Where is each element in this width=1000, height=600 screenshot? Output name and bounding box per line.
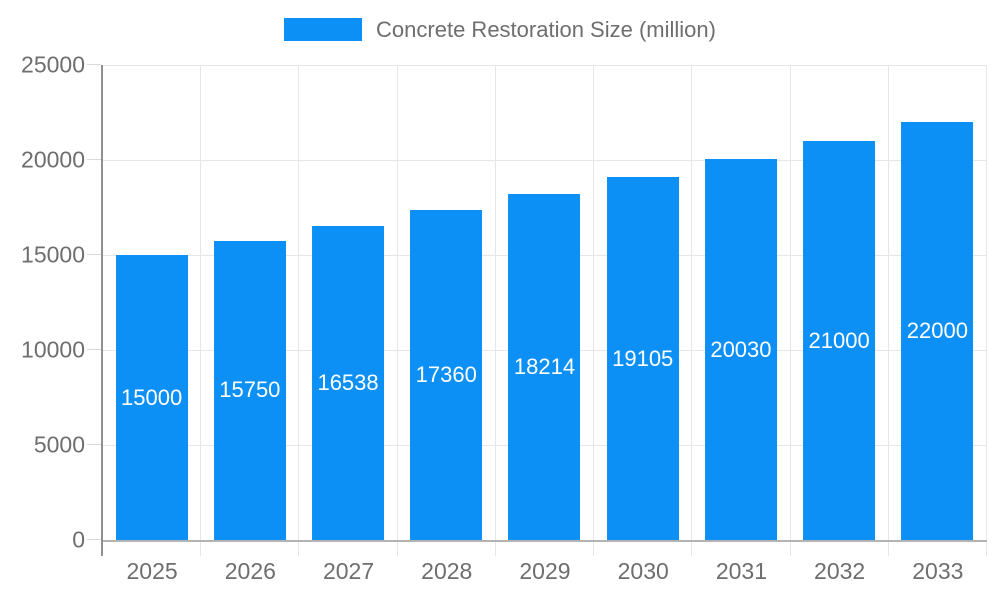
x-tick-label: 2033 <box>912 558 964 584</box>
x-tick-mark <box>496 542 595 556</box>
legend[interactable]: Concrete Restoration Size (million) <box>0 18 1000 41</box>
bar-value-label: 18214 <box>513 353 576 379</box>
y-tick-label: 10000 <box>21 336 85 363</box>
x-axis-ticks <box>103 542 987 556</box>
bar-value-label: 15750 <box>219 377 281 403</box>
x-tick-mark <box>201 542 300 556</box>
gridline <box>103 160 987 161</box>
legend-swatch[interactable] <box>284 18 363 41</box>
y-tick-mark <box>87 159 101 160</box>
x-tick-mark <box>299 542 398 556</box>
bar-value-label: 22000 <box>906 318 968 343</box>
category-band: 17360 <box>398 65 496 540</box>
legend-label[interactable]: Concrete Restoration Size (million) <box>376 16 716 42</box>
y-tick-mark <box>87 349 101 350</box>
x-tick-mark <box>692 542 791 556</box>
bar: 19105 <box>606 177 679 540</box>
bar: 15000 <box>115 255 188 540</box>
x-tick-label: 2031 <box>715 558 767 584</box>
category-band: 22000 <box>889 65 987 540</box>
x-tick-mark <box>103 542 202 556</box>
x-tick-mark <box>791 542 889 556</box>
bar: 15750 <box>213 240 286 540</box>
y-axis-labels: 0 5000 10000 15000 20000 25000 <box>0 53 85 551</box>
bar: 22000 <box>901 122 974 540</box>
x-tick-label: 2030 <box>617 558 669 584</box>
y-tick-label: 20000 <box>21 146 85 173</box>
x-tick-mark <box>398 542 496 556</box>
bar: 18214 <box>508 193 581 540</box>
category-band: 15750 <box>201 65 300 540</box>
category-band: 15000 <box>103 65 202 540</box>
x-axis-labels: 2025 2026 2027 2028 2029 2030 2031 2032 2033 <box>103 552 987 583</box>
bar-value-label: 19105 <box>612 345 674 371</box>
category-band: 19105 <box>594 65 693 540</box>
x-tick-label: 2028 <box>421 558 473 584</box>
y-tick-mark <box>87 444 101 445</box>
bar-value-label: 17360 <box>415 362 477 388</box>
bar-value-label: 21000 <box>808 327 870 353</box>
y-tick-label: 5000 <box>33 431 85 458</box>
category-band: 16538 <box>299 65 398 540</box>
x-tick-label: 2027 <box>322 558 375 584</box>
y-tick-mark <box>87 254 101 255</box>
y-tick-mark <box>87 64 101 65</box>
y-axis-ticks <box>87 64 101 540</box>
y-axis-line-extension <box>101 540 103 556</box>
category-band: 18214 <box>496 65 595 540</box>
bar: 17360 <box>410 210 483 540</box>
plot-area: 15000 15750 16538 17360 18214 19105 20030 21000… <box>101 65 987 542</box>
x-tick-label: 2032 <box>814 558 866 584</box>
bar: 21000 <box>803 141 876 540</box>
category-band: 21000 <box>791 65 889 540</box>
y-tick-label: 0 <box>72 526 85 553</box>
y-tick-label: 25000 <box>21 51 85 78</box>
gridline <box>103 65 987 66</box>
x-tick-mark <box>889 542 987 556</box>
y-tick-mark <box>87 539 101 540</box>
bar-value-label: 20030 <box>710 336 772 362</box>
x-tick-label: 2026 <box>224 558 276 584</box>
y-tick-label: 15000 <box>21 241 85 268</box>
x-tick-label: 2025 <box>126 558 178 584</box>
bar: 20030 <box>704 159 777 540</box>
x-tick-mark <box>594 542 693 556</box>
x-tick-label: 2029 <box>519 558 571 584</box>
bar-value-label: 16538 <box>317 369 379 395</box>
bar-value-label: 15000 <box>121 384 183 410</box>
category-band: 20030 <box>692 65 791 540</box>
bar: 16538 <box>312 225 385 540</box>
bar-series: 15000 15750 16538 17360 18214 19105 20030 21000… <box>103 65 987 540</box>
